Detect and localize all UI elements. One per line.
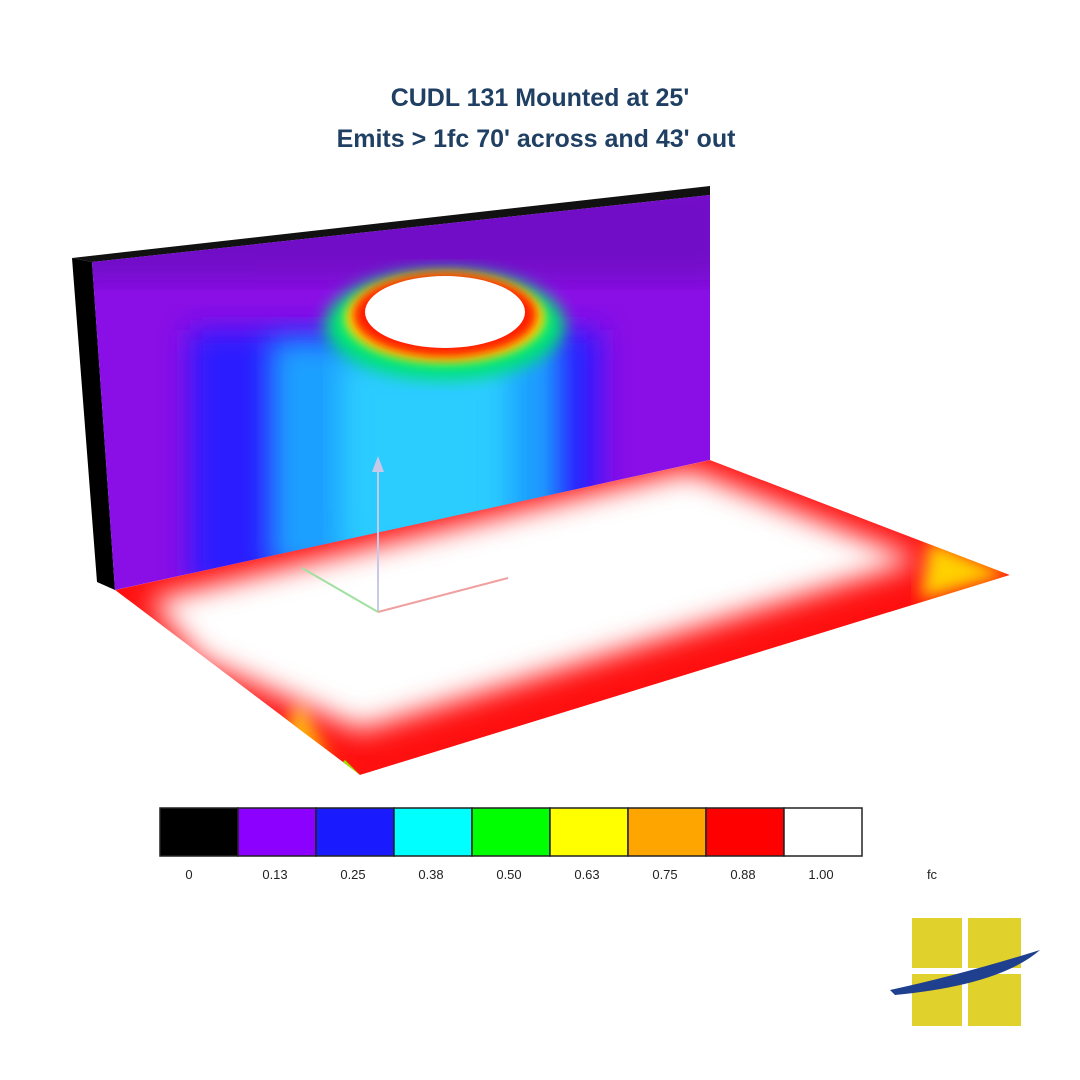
illuminance-render: [72, 186, 1010, 775]
legend-swatch: [471, 807, 551, 857]
legend-swatch: [237, 807, 317, 857]
legend-swatch: [159, 807, 239, 857]
legend-label: 0.25: [340, 867, 365, 882]
legend-swatch: [627, 807, 707, 857]
legend-label: 0.75: [652, 867, 677, 882]
legend-label: 0.63: [574, 867, 599, 882]
legend-swatch: [315, 807, 395, 857]
legend-unit: fc: [927, 867, 938, 882]
legend-label: 1.00: [808, 867, 833, 882]
legend-swatch: [549, 807, 629, 857]
logo: [890, 918, 1040, 1026]
legend-swatch: [783, 807, 863, 857]
title-line: CUDL 131 Mounted at 25': [391, 84, 690, 112]
title-line: Emits > 1fc 70' across and 43' out: [337, 125, 737, 153]
legend-label: 0: [185, 867, 192, 882]
legend-label: 0.88: [730, 867, 755, 882]
legend-swatch: [393, 807, 473, 857]
legend: 0 0.13 0.25 0.38 0.50 0.63 0.75 0.88 1.00 fc: [159, 807, 938, 882]
legend-swatch: [705, 807, 785, 857]
legend-label: 0.38: [418, 867, 443, 882]
legend-label: 0.13: [262, 867, 287, 882]
legend-label: 0.50: [496, 867, 521, 882]
